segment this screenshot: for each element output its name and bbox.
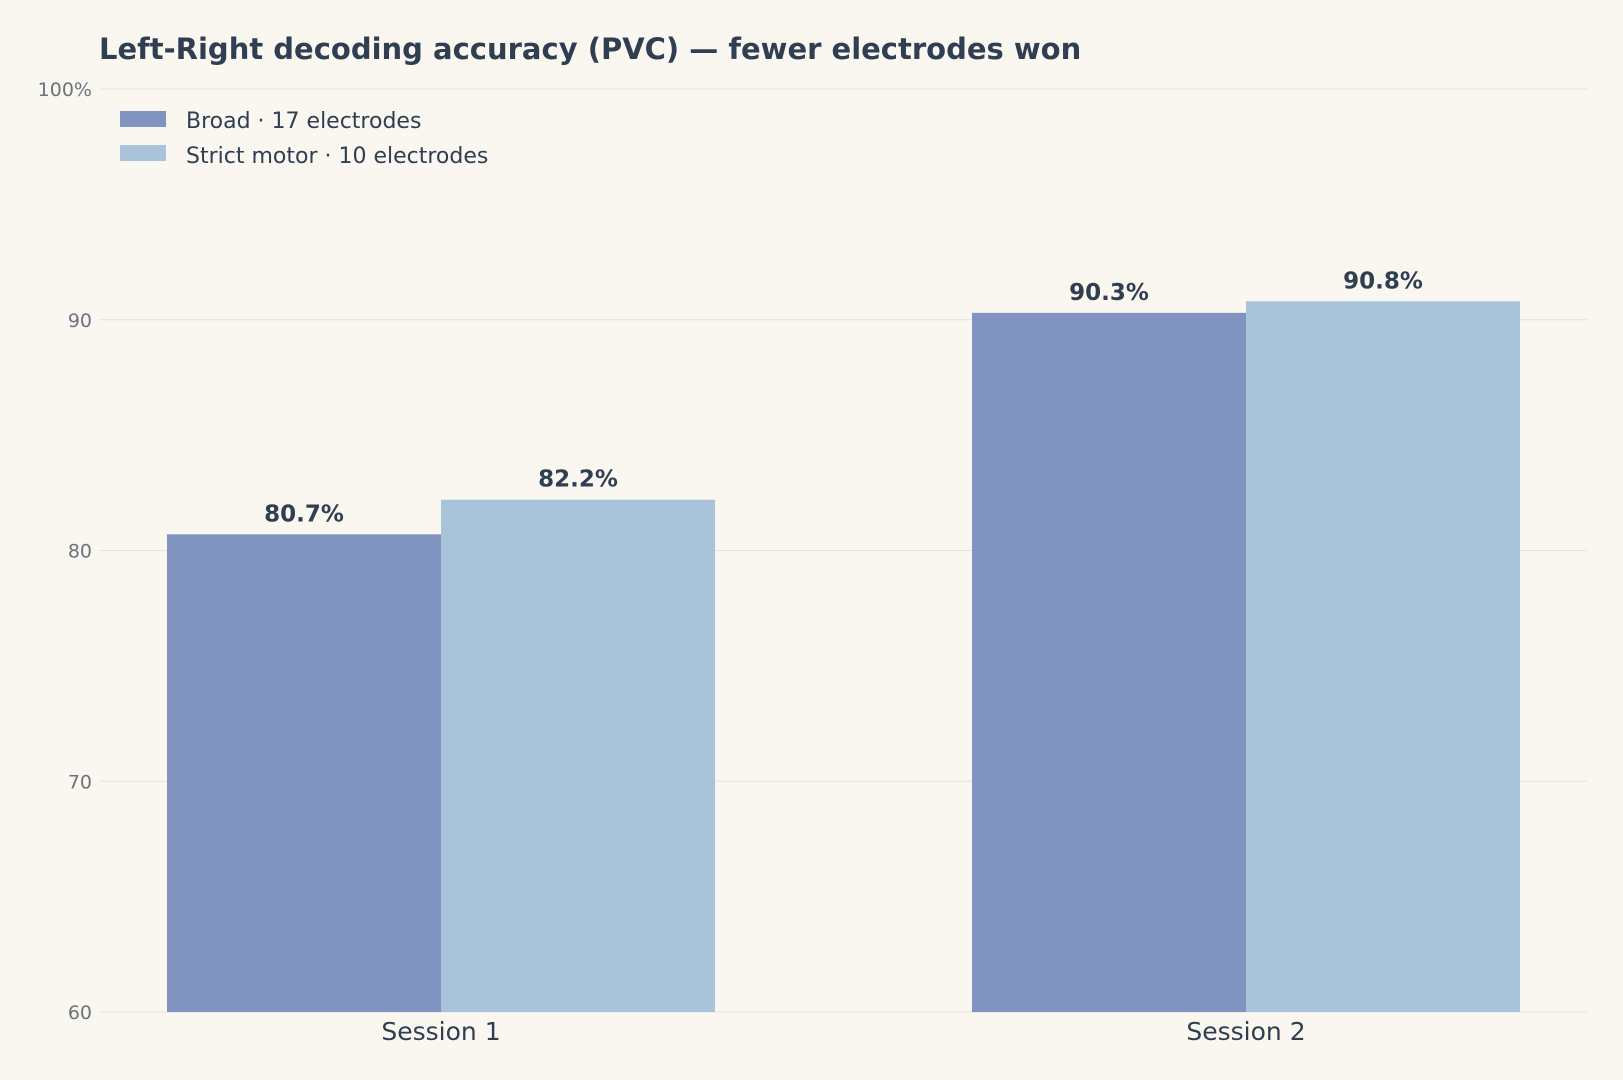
x-tick-label: Session 1 — [381, 1017, 500, 1046]
legend-swatch-broad — [120, 111, 166, 127]
legend-item-broad: Broad · 17 electrodes — [120, 109, 421, 134]
bar-broad-2 — [972, 312, 1246, 1012]
bar-broad-1 — [167, 534, 441, 1012]
legend: Broad · 17 electrodes Strict motor · 10 … — [120, 109, 488, 169]
bars — [167, 301, 1520, 1012]
legend-item-strict-motor: Strict motor · 10 electrodes — [120, 144, 488, 169]
data-label: 90.8% — [1343, 268, 1423, 294]
legend-label-strict-motor: Strict motor · 10 electrodes — [186, 144, 488, 169]
data-labels: 80.7% 82.2% 90.3% 90.8% — [264, 268, 1423, 527]
y-tick-label: 60 — [68, 1002, 92, 1024]
y-tick-label: 80 — [68, 541, 92, 563]
data-label: 82.2% — [538, 467, 618, 493]
bar-strict-motor-2 — [1246, 301, 1520, 1012]
y-tick-label: 90 — [68, 310, 92, 332]
y-tick-label: 100% — [38, 79, 92, 101]
x-axis-ticks: Session 1 Session 2 — [381, 1017, 1305, 1046]
legend-swatch-strict-motor — [120, 145, 166, 161]
data-label: 90.3% — [1069, 280, 1149, 306]
x-tick-label: Session 2 — [1186, 1017, 1305, 1046]
y-tick-label: 70 — [68, 771, 92, 793]
data-label: 80.7% — [264, 501, 344, 527]
legend-label-broad: Broad · 17 electrodes — [186, 109, 421, 134]
chart-title: Left-Right decoding accuracy (PVC) — few… — [99, 32, 1081, 66]
bar-strict-motor-1 — [441, 499, 715, 1012]
y-axis-ticks: 60 70 80 90 100% — [38, 79, 92, 1024]
